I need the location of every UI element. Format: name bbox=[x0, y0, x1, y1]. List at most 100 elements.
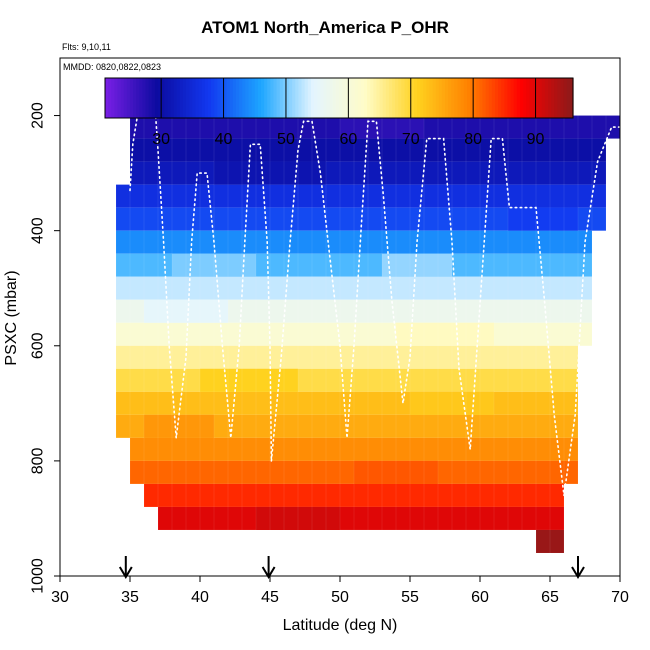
colorbar-segment bbox=[495, 78, 499, 118]
colorbar-segment bbox=[491, 78, 496, 118]
colorbar-segment bbox=[360, 78, 365, 118]
colorbar-segment bbox=[289, 78, 293, 118]
heatmap-cell-4 bbox=[382, 253, 452, 277]
colorbar-segment bbox=[463, 78, 468, 118]
heatmap-cell-3 bbox=[172, 253, 256, 277]
colorbar-segment bbox=[186, 78, 190, 118]
colorbar-segment bbox=[276, 78, 281, 118]
colorbar-segment bbox=[298, 78, 303, 118]
colorbar-segment bbox=[398, 78, 402, 118]
airport-arrow-0 bbox=[118, 556, 133, 579]
colorbar-segment bbox=[323, 78, 328, 118]
colorbar-segment bbox=[388, 78, 393, 118]
y-tick-label-400: 400 bbox=[30, 217, 47, 244]
colorbar-tick-label-80: 80 bbox=[464, 131, 482, 148]
colorbar-segment bbox=[351, 78, 356, 118]
colorbar-segment bbox=[385, 78, 390, 118]
x-tick-label-55: 55 bbox=[401, 589, 419, 606]
y-tick-label-1000: 1000 bbox=[30, 558, 47, 594]
heatmap-band-900 bbox=[158, 506, 564, 530]
heatmap-band-700 bbox=[116, 391, 578, 415]
colorbar-segment bbox=[420, 78, 424, 118]
colorbar-segment bbox=[310, 78, 315, 118]
colorbar-segment bbox=[332, 78, 337, 118]
colorbar-segment bbox=[454, 78, 459, 118]
colorbar-segment bbox=[173, 78, 178, 118]
colorbar-segment bbox=[339, 78, 343, 118]
colorbar-segment bbox=[304, 78, 309, 118]
colorbar-tick-label-70: 70 bbox=[402, 131, 420, 148]
colorbar-segment bbox=[167, 78, 172, 118]
colorbar-segment bbox=[523, 78, 527, 118]
colorbar-segment bbox=[488, 78, 493, 118]
y-axis: 200 400 600 800 1000 bbox=[30, 102, 60, 594]
colorbar-segment bbox=[273, 78, 278, 118]
x-axis-label: Latitude (deg N) bbox=[283, 617, 398, 634]
airport-arrow-1 bbox=[261, 556, 276, 579]
heatmap-cell-5 bbox=[144, 299, 228, 323]
colorbar-segment bbox=[148, 78, 153, 118]
heatmap-band-340 bbox=[116, 184, 606, 208]
heatmap-band-420 bbox=[116, 230, 592, 254]
colorbar-segment bbox=[326, 78, 331, 118]
colorbar-segment bbox=[516, 78, 521, 118]
heatmap-band-540 bbox=[116, 299, 592, 323]
heatmap-cell-7 bbox=[200, 368, 298, 392]
colorbar-segment bbox=[460, 78, 465, 118]
heatmap-band-620 bbox=[116, 345, 578, 369]
colorbar-segment bbox=[129, 78, 134, 118]
colorbar-segment bbox=[123, 78, 128, 118]
colorbar-segment bbox=[329, 78, 334, 118]
colorbar-segment bbox=[438, 78, 443, 118]
colorbar-segment bbox=[392, 78, 396, 118]
colorbar-segment bbox=[423, 78, 427, 118]
colorbar-segment bbox=[363, 78, 368, 118]
colorbar-segment bbox=[370, 78, 374, 118]
x-tick-label-50: 50 bbox=[331, 589, 349, 606]
colorbar-segment bbox=[229, 78, 234, 118]
colorbar-segment bbox=[554, 78, 558, 118]
colorbar-segment bbox=[426, 78, 431, 118]
colorbar-segment bbox=[435, 78, 440, 118]
heatmap-band-500 bbox=[116, 276, 592, 300]
colorbar-segment bbox=[254, 78, 259, 118]
colorbar-segment bbox=[367, 78, 371, 118]
x-tick-label-70: 70 bbox=[611, 589, 629, 606]
airport-markers bbox=[118, 556, 585, 579]
colorbar-segment bbox=[417, 78, 421, 118]
colorbar-segment bbox=[120, 78, 125, 118]
colorbar-segment bbox=[183, 78, 187, 118]
heatmap-cell-1 bbox=[214, 161, 326, 185]
colorbar-frame bbox=[104, 77, 574, 119]
colorbar-segment bbox=[413, 78, 418, 118]
colorbar-segment bbox=[251, 78, 256, 118]
colorbar-segment bbox=[179, 78, 184, 118]
colorbar-segment bbox=[479, 78, 484, 118]
colorbar-segment bbox=[566, 78, 571, 118]
x-tick-label-40: 40 bbox=[191, 589, 209, 606]
colorbar-segment bbox=[382, 78, 387, 118]
colorbar-segment bbox=[560, 78, 565, 118]
colorbar-segment bbox=[335, 78, 340, 118]
colorbar-tick-label-30: 30 bbox=[152, 131, 170, 148]
colorbar-segment bbox=[301, 78, 306, 118]
colorbar-segment bbox=[473, 78, 477, 118]
colorbar-segment bbox=[379, 78, 384, 118]
colorbar-segment bbox=[211, 78, 215, 118]
colorbar-segment bbox=[345, 78, 349, 118]
colorbar-segment bbox=[232, 78, 237, 118]
heatmap-cell-8 bbox=[410, 391, 494, 415]
flights-label: Flts: 9,10,11 bbox=[62, 42, 111, 52]
x-tick-label-65: 65 bbox=[541, 589, 559, 606]
colorbar-segment bbox=[429, 78, 434, 118]
colorbar-segment bbox=[226, 78, 231, 118]
heatmap-band-380 bbox=[116, 207, 606, 231]
colorbar-segment bbox=[470, 78, 474, 118]
colorbar-segment bbox=[510, 78, 515, 118]
colorbar-segment bbox=[245, 78, 250, 118]
colorbar-tick-label-50: 50 bbox=[277, 131, 295, 148]
colorbar-segment bbox=[513, 78, 518, 118]
colorbar-segment bbox=[348, 78, 353, 118]
y-tick-label-600: 600 bbox=[30, 332, 47, 359]
colorbar-segment bbox=[532, 78, 537, 118]
